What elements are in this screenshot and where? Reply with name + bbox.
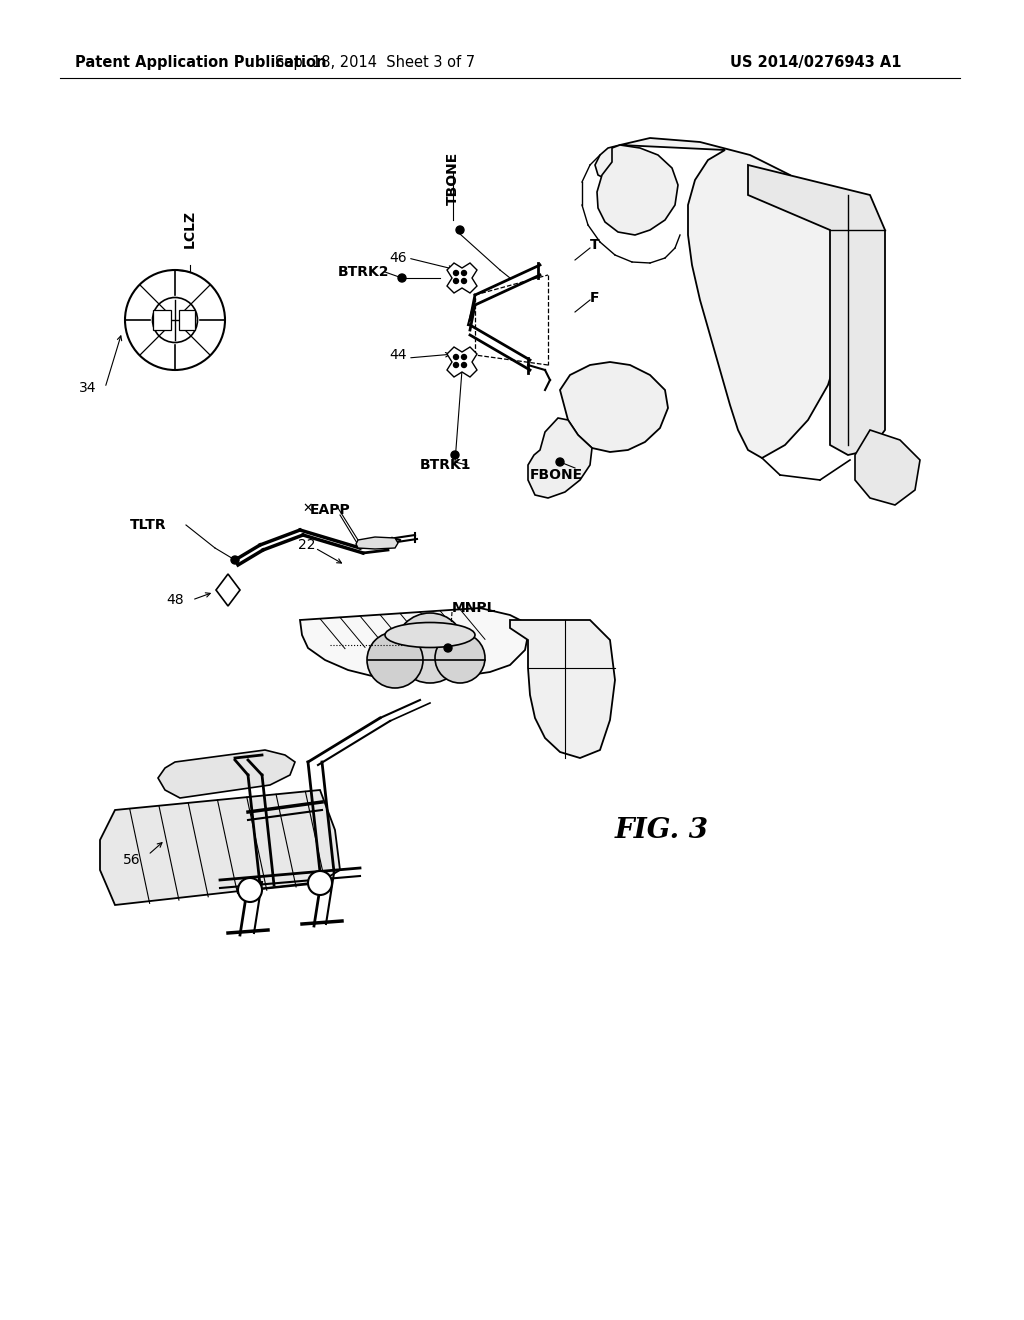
- Circle shape: [451, 451, 459, 459]
- Text: TBONE: TBONE: [446, 152, 460, 205]
- Circle shape: [435, 634, 485, 682]
- Polygon shape: [300, 609, 530, 678]
- Polygon shape: [748, 165, 885, 455]
- Text: 22: 22: [298, 539, 315, 552]
- Text: FBONE: FBONE: [530, 469, 583, 482]
- Ellipse shape: [385, 623, 475, 648]
- Circle shape: [462, 279, 467, 284]
- Text: MNPL: MNPL: [452, 601, 497, 615]
- Circle shape: [231, 556, 239, 564]
- Text: LCLZ: LCLZ: [183, 210, 197, 248]
- Circle shape: [308, 871, 332, 895]
- Polygon shape: [356, 537, 398, 549]
- Circle shape: [454, 355, 459, 359]
- Circle shape: [454, 363, 459, 367]
- Polygon shape: [447, 347, 477, 378]
- Polygon shape: [595, 145, 620, 180]
- Text: 56: 56: [123, 853, 141, 867]
- Text: T: T: [590, 238, 600, 252]
- Text: FIG. 3: FIG. 3: [615, 817, 709, 843]
- Circle shape: [556, 458, 564, 466]
- Polygon shape: [560, 362, 668, 451]
- Text: Sep. 18, 2014  Sheet 3 of 7: Sep. 18, 2014 Sheet 3 of 7: [274, 54, 475, 70]
- Text: F: F: [590, 290, 599, 305]
- Text: 48: 48: [166, 593, 184, 607]
- Circle shape: [238, 878, 262, 902]
- Circle shape: [462, 355, 467, 359]
- Bar: [153, 310, 171, 330]
- Circle shape: [367, 632, 423, 688]
- Text: Patent Application Publication: Patent Application Publication: [75, 54, 327, 70]
- Polygon shape: [100, 789, 340, 906]
- Polygon shape: [447, 263, 477, 293]
- Text: ✕: ✕: [303, 502, 313, 515]
- Polygon shape: [216, 574, 240, 606]
- Polygon shape: [528, 418, 592, 498]
- Circle shape: [444, 644, 452, 652]
- Polygon shape: [620, 139, 848, 458]
- Circle shape: [454, 271, 459, 276]
- Text: BTRK1: BTRK1: [420, 458, 471, 473]
- Circle shape: [398, 275, 406, 282]
- Text: US 2014/0276943 A1: US 2014/0276943 A1: [730, 54, 901, 70]
- Text: 34: 34: [79, 381, 96, 395]
- Circle shape: [456, 226, 464, 234]
- Text: 46: 46: [389, 251, 407, 265]
- Circle shape: [462, 363, 467, 367]
- Circle shape: [454, 279, 459, 284]
- Text: 44: 44: [389, 348, 407, 362]
- Text: EAPP: EAPP: [310, 503, 351, 517]
- Text: TLTR: TLTR: [130, 517, 167, 532]
- Polygon shape: [855, 430, 920, 506]
- Polygon shape: [597, 145, 678, 235]
- Bar: [179, 310, 195, 330]
- Circle shape: [395, 612, 465, 682]
- Polygon shape: [510, 620, 615, 758]
- Circle shape: [462, 271, 467, 276]
- Text: BTRK2: BTRK2: [338, 265, 389, 279]
- Polygon shape: [158, 750, 295, 799]
